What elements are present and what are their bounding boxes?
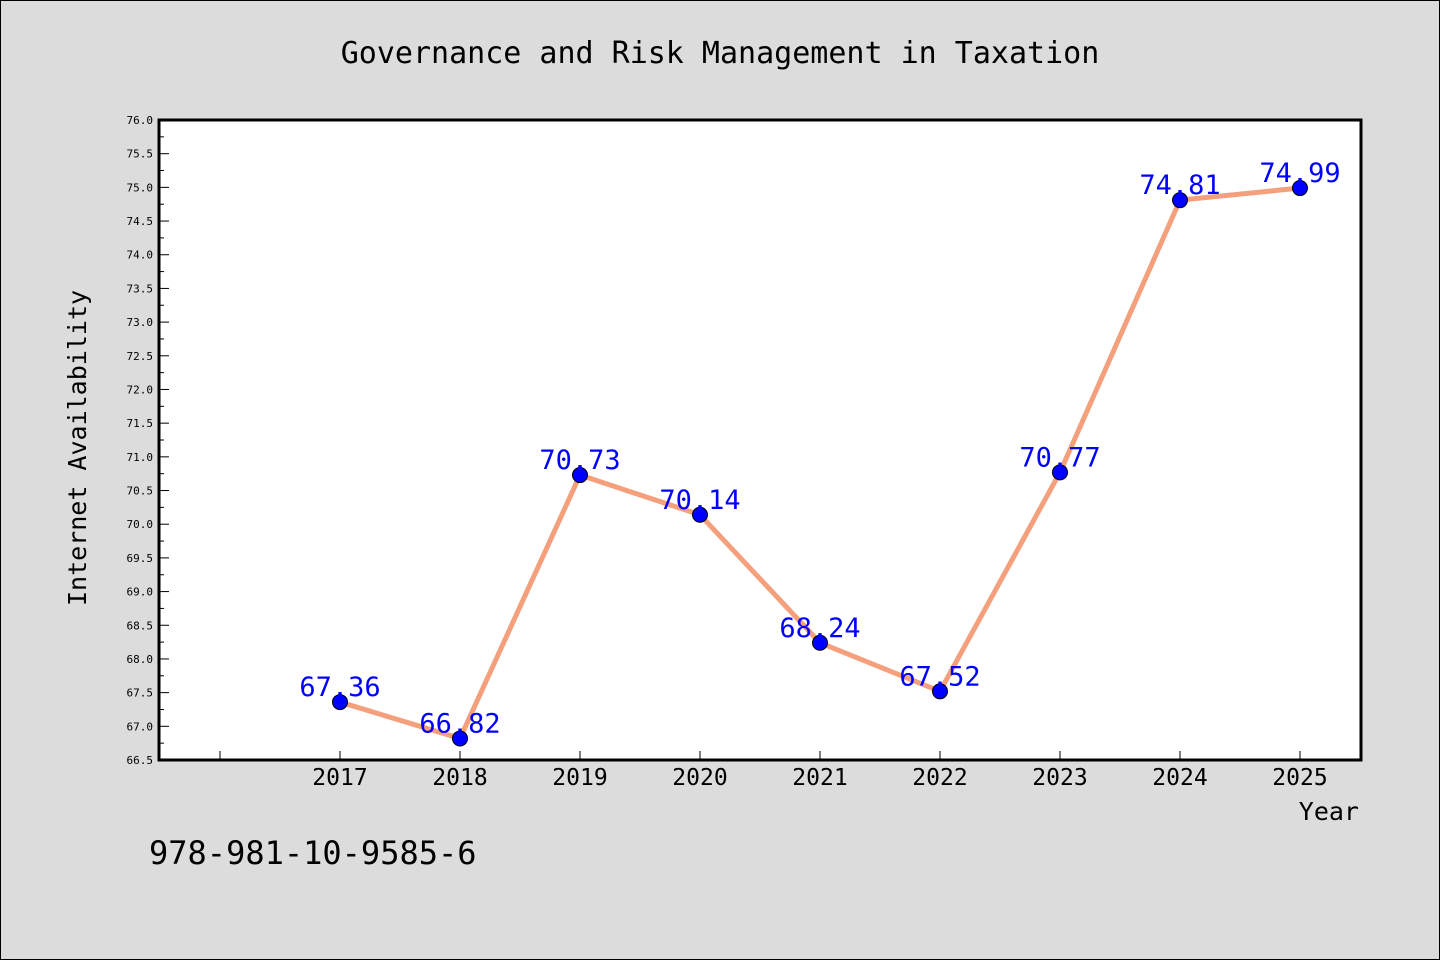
data-point [452, 730, 468, 747]
y-tick-label: 76.0 [127, 114, 154, 127]
y-tick-label: 71.0 [127, 451, 154, 464]
data-label: 74.99 [1259, 158, 1340, 189]
y-tick-label: 72.5 [127, 350, 154, 363]
y-tick-label: 75.0 [127, 181, 154, 194]
y-axis: 66.5 67.0 67.5 68.0 68.5 69.0 69.5 70.0 70.5 71.0… [127, 114, 169, 767]
data-point [1172, 192, 1188, 209]
x-tick-label: 2024 [1152, 765, 1207, 791]
data-point [812, 634, 828, 651]
y-tick-label: 66.5 [127, 754, 154, 767]
y-tick-label: 73.5 [127, 282, 154, 295]
x-tick-label: 2020 [672, 765, 727, 791]
data-point [572, 467, 588, 484]
data-label: 67.36 [299, 672, 380, 703]
x-tick-label: 2021 [792, 765, 847, 791]
data-point [692, 506, 708, 523]
x-tick-label: 2019 [552, 765, 607, 791]
chart-title: Governance and Risk Management in Taxati… [341, 36, 1100, 71]
data-point [332, 694, 348, 711]
y-tick-label: 70.5 [127, 485, 154, 498]
x-tick-label: 2017 [312, 765, 367, 791]
data-point [1052, 464, 1068, 481]
y-tick-label: 75.5 [127, 148, 154, 161]
x-tick-label: 2023 [1032, 765, 1087, 791]
y-tick-label: 71.5 [127, 417, 154, 430]
data-label: 66.82 [419, 708, 500, 739]
x-axis: 2017 2018 2019 2020 2021 2022 2023 2024 2025 [219, 751, 1328, 791]
y-tick-label: 67.0 [127, 720, 154, 733]
y-tick-label: 69.5 [127, 552, 154, 565]
y-axis-label: Internet Availability [63, 290, 92, 606]
x-tick-label: 2018 [432, 765, 487, 791]
y-tick-label: 73.0 [127, 316, 154, 329]
y-tick-label: 72.0 [127, 383, 154, 396]
y-tick-label: 69.0 [127, 586, 154, 599]
y-tick-label: 68.0 [127, 653, 154, 666]
y-tick-label: 74.5 [127, 215, 154, 228]
data-label: 70.77 [1019, 442, 1100, 473]
x-tick-label: 2025 [1272, 765, 1327, 791]
series-line: 67.36 66.82 70.73 70.14 68.24 67.52 70.77 74.81… [299, 158, 1341, 747]
data-label: 70.14 [659, 485, 740, 516]
y-tick-label: 70.0 [127, 518, 154, 531]
data-point [932, 683, 948, 700]
y-tick-label: 68.5 [127, 619, 154, 632]
data-label: 70.73 [539, 445, 620, 476]
x-tick-label: 2022 [912, 765, 967, 791]
x-axis-label: Year [1299, 797, 1359, 826]
plot-area [157, 118, 1363, 762]
data-label: 74.81 [1139, 170, 1220, 201]
y-tick-label: 67.5 [127, 687, 154, 700]
data-point [1292, 180, 1308, 197]
y-tick-label: 74.0 [127, 249, 154, 262]
data-label: 67.52 [899, 661, 980, 692]
isbn-text: 978-981-10-9585-6 [149, 834, 477, 872]
data-label: 68.24 [779, 613, 860, 644]
